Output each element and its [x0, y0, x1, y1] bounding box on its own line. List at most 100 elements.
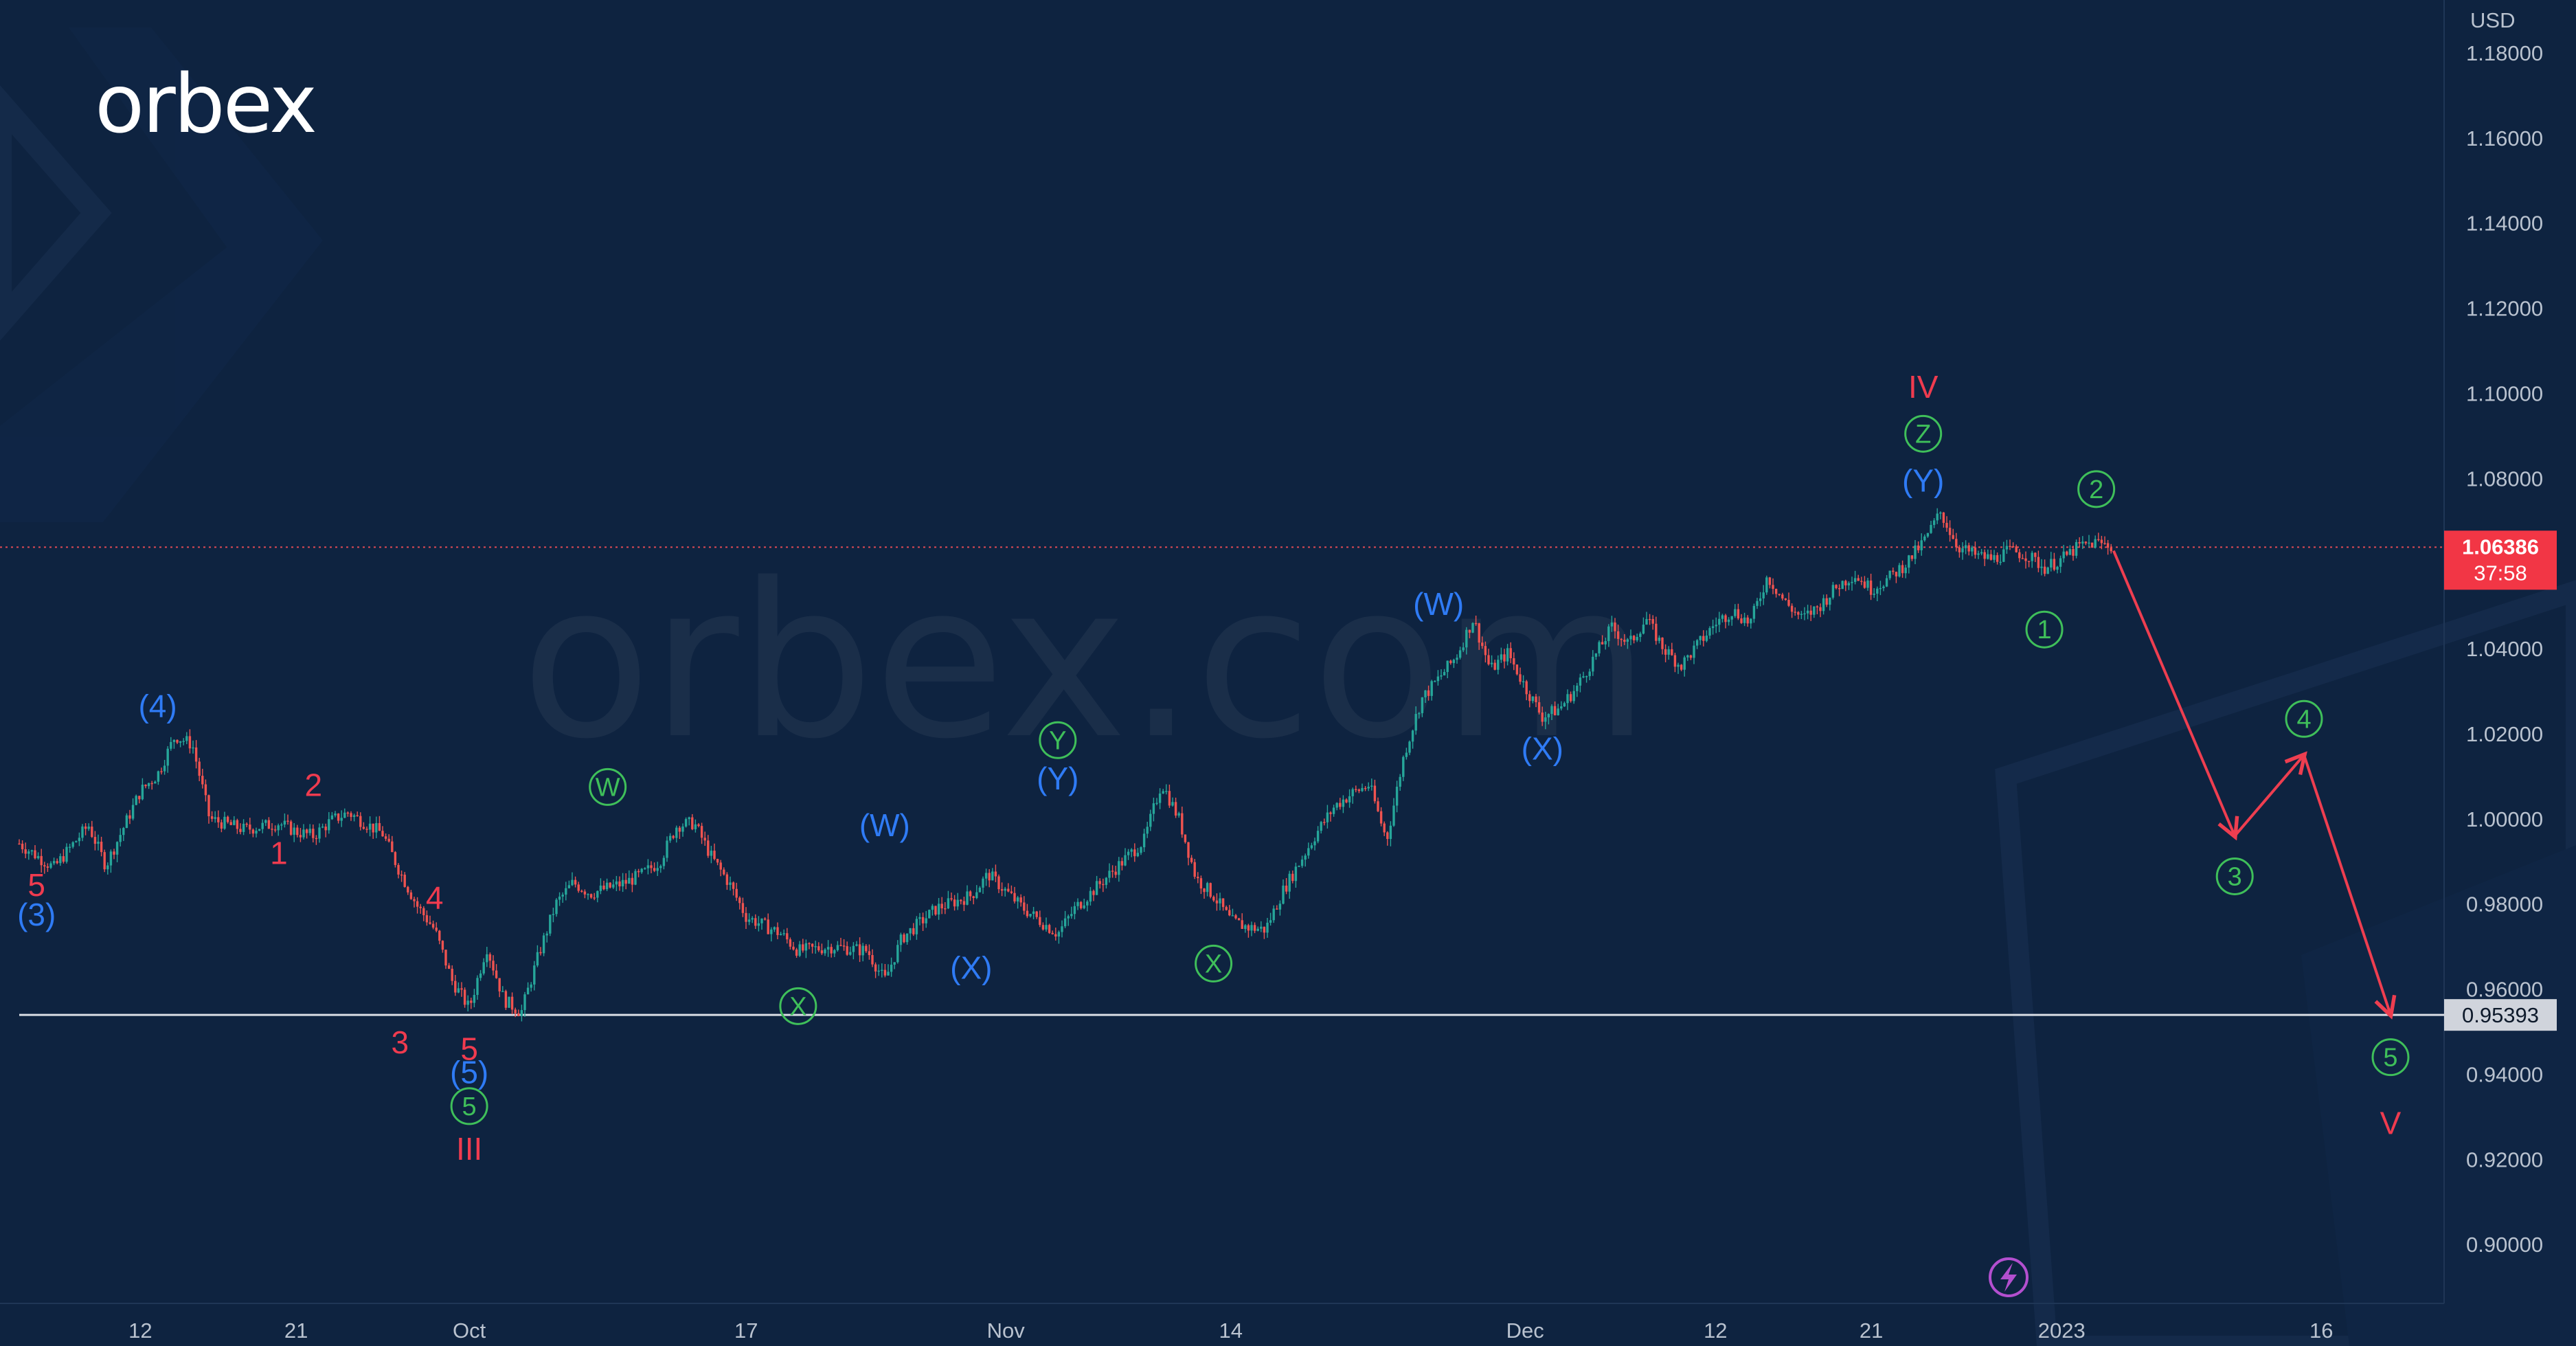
candle-body [1920, 540, 1923, 550]
candle-body [757, 923, 760, 926]
candle-body [185, 736, 188, 741]
candle-body [861, 945, 864, 956]
candle-body [1215, 900, 1219, 904]
candle-body [1446, 660, 1449, 673]
candle-body [277, 825, 280, 831]
wave-label: 3 [392, 1024, 409, 1060]
candle-body [1686, 655, 1689, 658]
candle-body [1149, 814, 1152, 827]
candle-body [1616, 631, 1620, 639]
candle-body [498, 978, 501, 991]
candle-body [1572, 691, 1575, 702]
candle-body [1841, 581, 1844, 590]
candle-body [849, 952, 852, 955]
candle-body [1797, 612, 1800, 615]
candle-body [488, 954, 492, 961]
time-tick-label: 17 [734, 1319, 758, 1343]
candle-body [75, 841, 78, 842]
candle-body [583, 891, 587, 895]
candle-body [2024, 558, 2027, 561]
candle-body [915, 919, 918, 934]
candle-body [242, 823, 245, 832]
background-decoration [0, 27, 2576, 1346]
candle-body [1847, 583, 1851, 585]
candle-body [1342, 799, 1345, 807]
candle-body [34, 850, 36, 859]
candle-body [890, 965, 893, 972]
candle-body [56, 861, 58, 864]
candle-body [672, 835, 675, 838]
candle-body [510, 996, 514, 1010]
candle-body [1294, 866, 1298, 882]
candle-body [1379, 811, 1383, 824]
candle-body [2046, 567, 2049, 574]
candle-body [328, 819, 330, 831]
candle-body [526, 987, 530, 995]
candle-body [833, 950, 836, 954]
candle-body [368, 823, 372, 830]
candle-body [808, 943, 811, 945]
candle-body [1651, 619, 1654, 624]
candle-body [302, 829, 305, 838]
candle-body [1999, 561, 2002, 563]
candle-body [59, 856, 62, 864]
candle-body [1923, 536, 1926, 541]
candle-body [1987, 554, 1989, 559]
candle-body [1553, 706, 1557, 715]
candle-body [1699, 636, 1702, 640]
price-tick-label: 1.08000 [2466, 467, 2543, 491]
candle-body [141, 785, 144, 800]
svg-text:4: 4 [2296, 705, 2311, 734]
candle-body [1316, 831, 1320, 842]
candlestick-series [18, 508, 2112, 1022]
candle-body [836, 945, 839, 950]
candle-body [640, 868, 643, 873]
candle-body [1851, 581, 1853, 583]
candle-body [407, 886, 409, 893]
candle-body [1465, 629, 1468, 648]
candle-body [1857, 578, 1860, 581]
candle-body [855, 944, 858, 946]
candle-body [1705, 636, 1708, 641]
candle-body [1594, 653, 1598, 657]
svg-text:3: 3 [2228, 862, 2242, 891]
candle-body [223, 816, 226, 829]
wave-label: III [456, 1131, 482, 1167]
lightning-icon[interactable] [1989, 1257, 2029, 1297]
candle-body [504, 991, 508, 1008]
candle-body [1427, 690, 1430, 696]
time-tick-label: 2023 [2038, 1319, 2086, 1343]
candle-body [1563, 703, 1566, 707]
candle-body [868, 951, 871, 956]
price-tick-label: 1.00000 [2466, 807, 2543, 831]
candle-body [688, 817, 690, 820]
candle-body [1449, 660, 1452, 664]
candle-body [1285, 885, 1288, 892]
candle-body [1424, 690, 1427, 697]
candle-body [539, 952, 542, 954]
candle-body [2056, 566, 2059, 570]
candle-body [1680, 664, 1683, 670]
candle-body [1165, 791, 1168, 792]
candle-body [1790, 605, 1794, 612]
candle-body [877, 970, 880, 972]
candle-body [1250, 925, 1253, 931]
candle-body [214, 817, 216, 819]
candle-body [814, 946, 817, 947]
candle-body [2053, 559, 2056, 570]
svg-text:(5): (5) [450, 1054, 488, 1090]
candle-body [1345, 799, 1348, 803]
candle-body [662, 857, 666, 866]
svg-text:(Y): (Y) [1037, 761, 1078, 796]
candle-body [984, 873, 988, 879]
candle-body [1237, 918, 1241, 921]
candle-body [315, 838, 318, 840]
candle-body [109, 851, 113, 866]
candle-body [1550, 706, 1553, 715]
candle-body [960, 899, 962, 901]
candle-body [1335, 803, 1338, 808]
candle-body [375, 822, 378, 833]
candle-body [1503, 654, 1506, 662]
candle-body [1683, 657, 1686, 670]
